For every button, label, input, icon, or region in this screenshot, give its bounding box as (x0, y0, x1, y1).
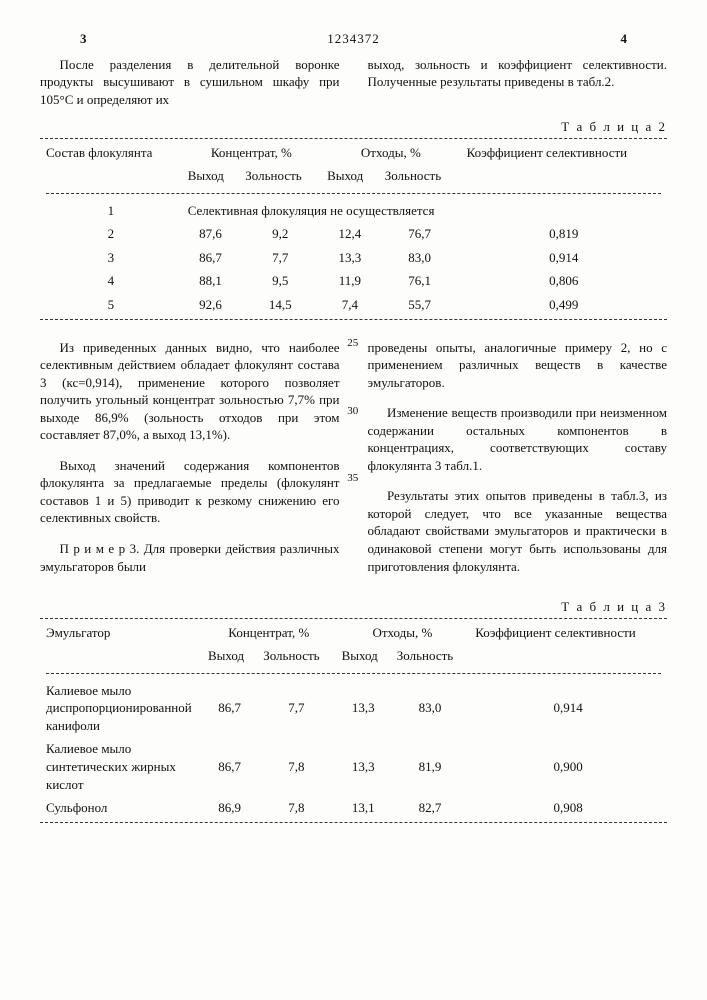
t2-h-cy: Выход (182, 164, 240, 188)
t2-h-sel: Коэффициент селективности (461, 141, 667, 188)
table2: Состав флокулянта Концентрат, % Отходы, … (40, 141, 667, 317)
mid-right-p2: Изменение веществ производили при неизме… (368, 404, 668, 474)
table2-rule-top (40, 138, 667, 139)
top-paragraph-block: После разделения в делительной воронке п… (40, 56, 667, 109)
t3-h-ca: Зольность (257, 644, 335, 668)
t2-rule-mid (46, 193, 661, 194)
t3-h-cy: Выход (202, 644, 257, 668)
t3-h-wy: Выход (336, 644, 391, 668)
t3-r2-name: Калиевое мыло синтетических жирных кисло… (40, 737, 202, 796)
page-header: 3 1234372 4 (40, 30, 667, 48)
table-row: Сульфонол 86,9 7,8 13,1 82,7 0,908 (40, 796, 667, 820)
page-right: 4 (621, 30, 628, 48)
mid-left-p3: П р и м е р 3. Для проверки действия раз… (40, 540, 340, 575)
t2-note: Селективная флокуляция не осуществляется (182, 199, 667, 223)
t2-r2-k: 0,819 (461, 222, 667, 246)
t2-h-ca: Зольность (239, 164, 321, 188)
t2-h-wy: Выход (321, 164, 379, 188)
t3-r1-name: Калиевое мыло диспропорционированной кан… (40, 679, 202, 738)
t3-r3-name: Сульфонол (40, 796, 202, 820)
t3-h-conc: Концентрат, % (202, 621, 336, 645)
t2-h-waste: Отходы, % (321, 141, 460, 165)
t2-h-conc: Концентрат, % (182, 141, 321, 165)
top-right-para: выход, зольность и коэффициент селективн… (368, 56, 668, 109)
t2-h-col1: Состав флокулянта (40, 141, 182, 188)
t2-r2-wa: 76,7 (379, 222, 461, 246)
line-marker-25: 25 (347, 336, 358, 351)
line-marker-35: 35 (347, 471, 358, 486)
t2-r2-cy: 87,6 (182, 222, 240, 246)
table-row: 4 88,1 9,5 11,9 76,1 0,806 (40, 269, 667, 293)
t2-r2-wy: 12,4 (321, 222, 379, 246)
t2-r2-id: 2 (40, 222, 182, 246)
mid-left-col: Из приведенных данных видно, что наиболе… (40, 326, 340, 589)
t2-h-wa: Зольность (379, 164, 461, 188)
mid-right-p3: Результаты этих опытов приведены в табл.… (368, 487, 668, 575)
line-marker-30: 30 (347, 404, 358, 419)
top-left-para: После разделения в делительной воронке п… (40, 56, 340, 109)
mid-right-col: проведены опыты, аналогичные примеру 2, … (368, 326, 668, 589)
t2-r2-ca: 9,2 (239, 222, 321, 246)
mid-paragraph-block: Из приведенных данных видно, что наиболе… (40, 326, 667, 589)
table-row: 3 86,7 7,7 13,3 83,0 0,914 (40, 246, 667, 270)
table3-rule-top (40, 618, 667, 619)
table3-rule-bot (40, 822, 667, 823)
mid-left-p2: Выход значений содержания компонентов фл… (40, 457, 340, 527)
t3-h-col1: Эмульгатор (40, 621, 202, 668)
table-row: 1 Селективная флокуляция не осуществляет… (40, 199, 667, 223)
table3: Эмульгатор Концентрат, % Отходы, % Коэфф… (40, 621, 667, 820)
table3-label: Т а б л и ц а 3 (40, 598, 667, 616)
mid-left-p1: Из приведенных данных видно, что наиболе… (40, 339, 340, 444)
table2-label: Т а б л и ц а 2 (40, 118, 667, 136)
table2-rule-bot (40, 319, 667, 320)
table-row: 5 92,6 14,5 7,4 55,7 0,499 (40, 293, 667, 317)
t3-h-sel: Коэффициент селективности (469, 621, 667, 668)
t3-h-wa: Зольность (391, 644, 469, 668)
t2-r1-id: 1 (40, 199, 182, 223)
mid-right-p1: проведены опыты, аналогичные примеру 2, … (368, 339, 668, 392)
doc-number: 1234372 (327, 30, 380, 48)
table-row: Калиевое мыло синтетических жирных кисло… (40, 737, 667, 796)
table-row: Калиевое мыло диспропорционированной кан… (40, 679, 667, 738)
t3-rule-mid (46, 673, 661, 674)
table-row: 2 87,6 9,2 12,4 76,7 0,819 (40, 222, 667, 246)
t3-h-waste: Отходы, % (336, 621, 470, 645)
page-left: 3 (80, 30, 87, 48)
